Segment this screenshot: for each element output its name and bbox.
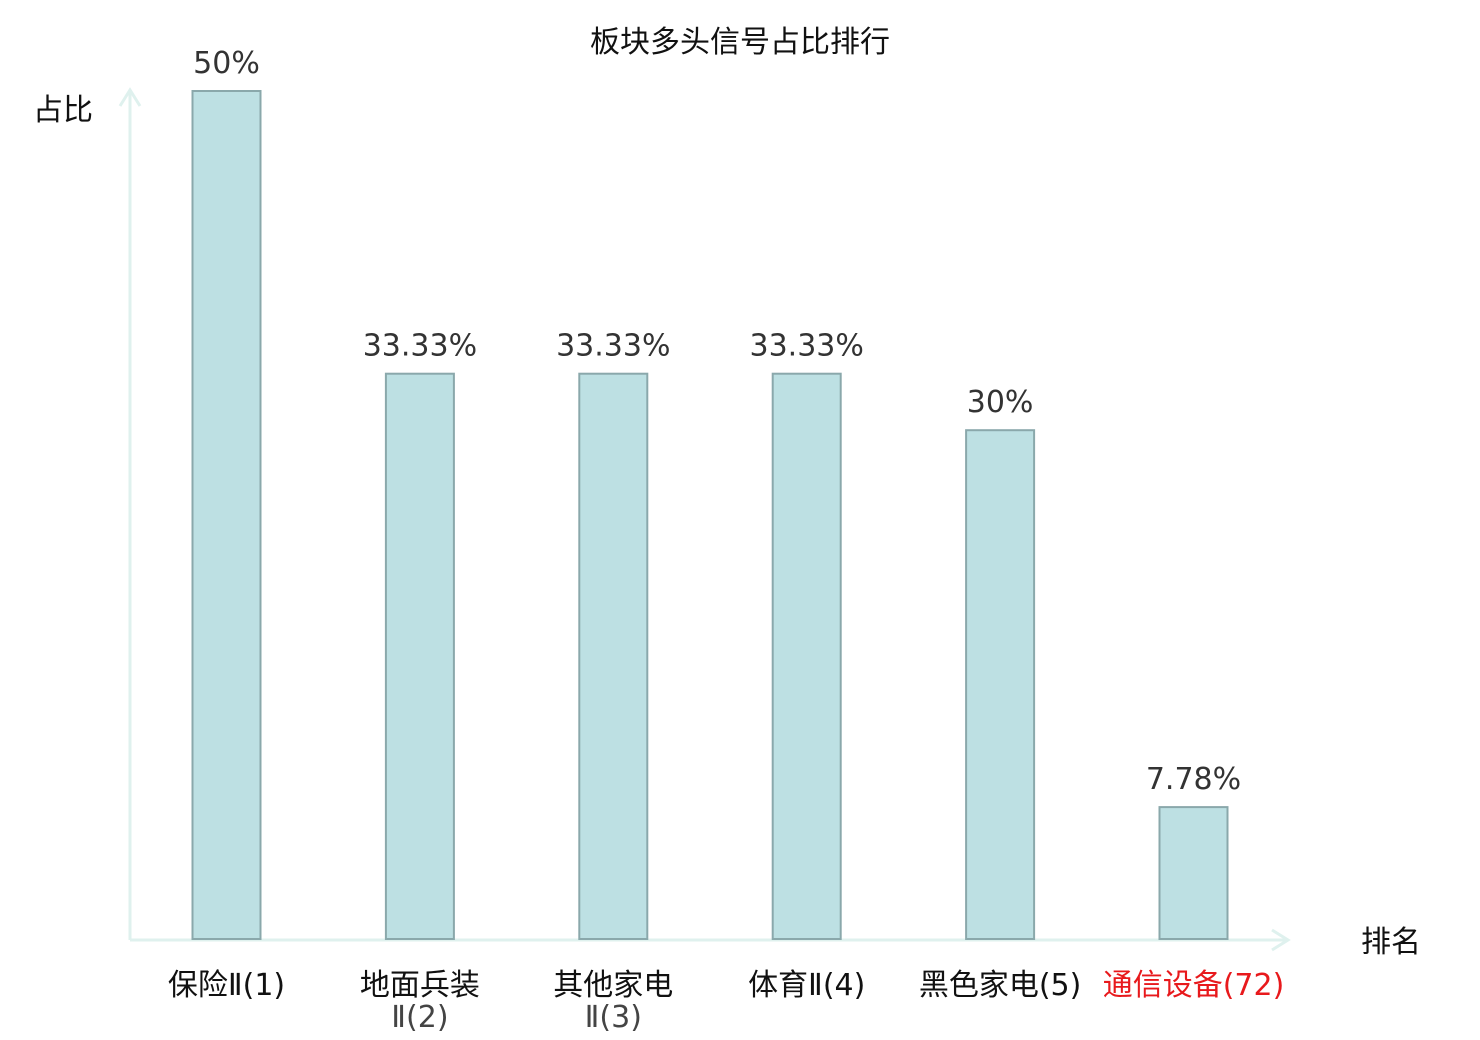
x-axis	[130, 928, 1291, 952]
category-label-line: Ⅱ(3)	[585, 1000, 642, 1035]
bar-2	[384, 372, 455, 940]
category-label-1: 保险Ⅱ(1)	[168, 968, 285, 1003]
category-label-line: 地面兵装	[360, 968, 480, 1003]
category-label-line: 保险Ⅱ(1)	[168, 968, 285, 1003]
category-label-6: 通信设备(72)	[1103, 968, 1285, 1003]
value-label-4: 33.33%	[750, 329, 864, 364]
chart-title: 板块多头信号占比排行	[590, 25, 890, 60]
value-label-2: 33.33%	[363, 329, 477, 364]
x-axis-label: 排名	[1361, 925, 1421, 960]
category-label-5: 黑色家电(5)	[919, 968, 1082, 1003]
value-label-6: 7.78%	[1146, 762, 1241, 797]
value-labels: 50% 33.33% 33.33% 33.33% 30% 7.78%	[193, 46, 1241, 797]
category-label-line: 通信设备(72)	[1103, 968, 1285, 1003]
bar-5	[965, 429, 1036, 940]
bar-series	[191, 90, 1229, 940]
category-label-line: 黑色家电(5)	[919, 968, 1082, 1003]
bar-6	[1158, 806, 1229, 940]
category-label-line: 其他家电	[553, 968, 673, 1003]
y-axis	[118, 87, 142, 940]
value-label-5: 30%	[967, 385, 1034, 420]
value-label-3: 33.33%	[556, 329, 670, 364]
bar-3	[578, 372, 649, 940]
category-label-4: 体育Ⅱ(4)	[748, 968, 865, 1003]
bar-4	[771, 372, 842, 940]
bar-1	[191, 90, 262, 940]
category-label-line: 体育Ⅱ(4)	[748, 968, 865, 1003]
y-axis-label: 占比	[33, 93, 93, 128]
category-label-line: Ⅱ(2)	[391, 1000, 448, 1035]
value-label-1: 50%	[193, 46, 260, 81]
